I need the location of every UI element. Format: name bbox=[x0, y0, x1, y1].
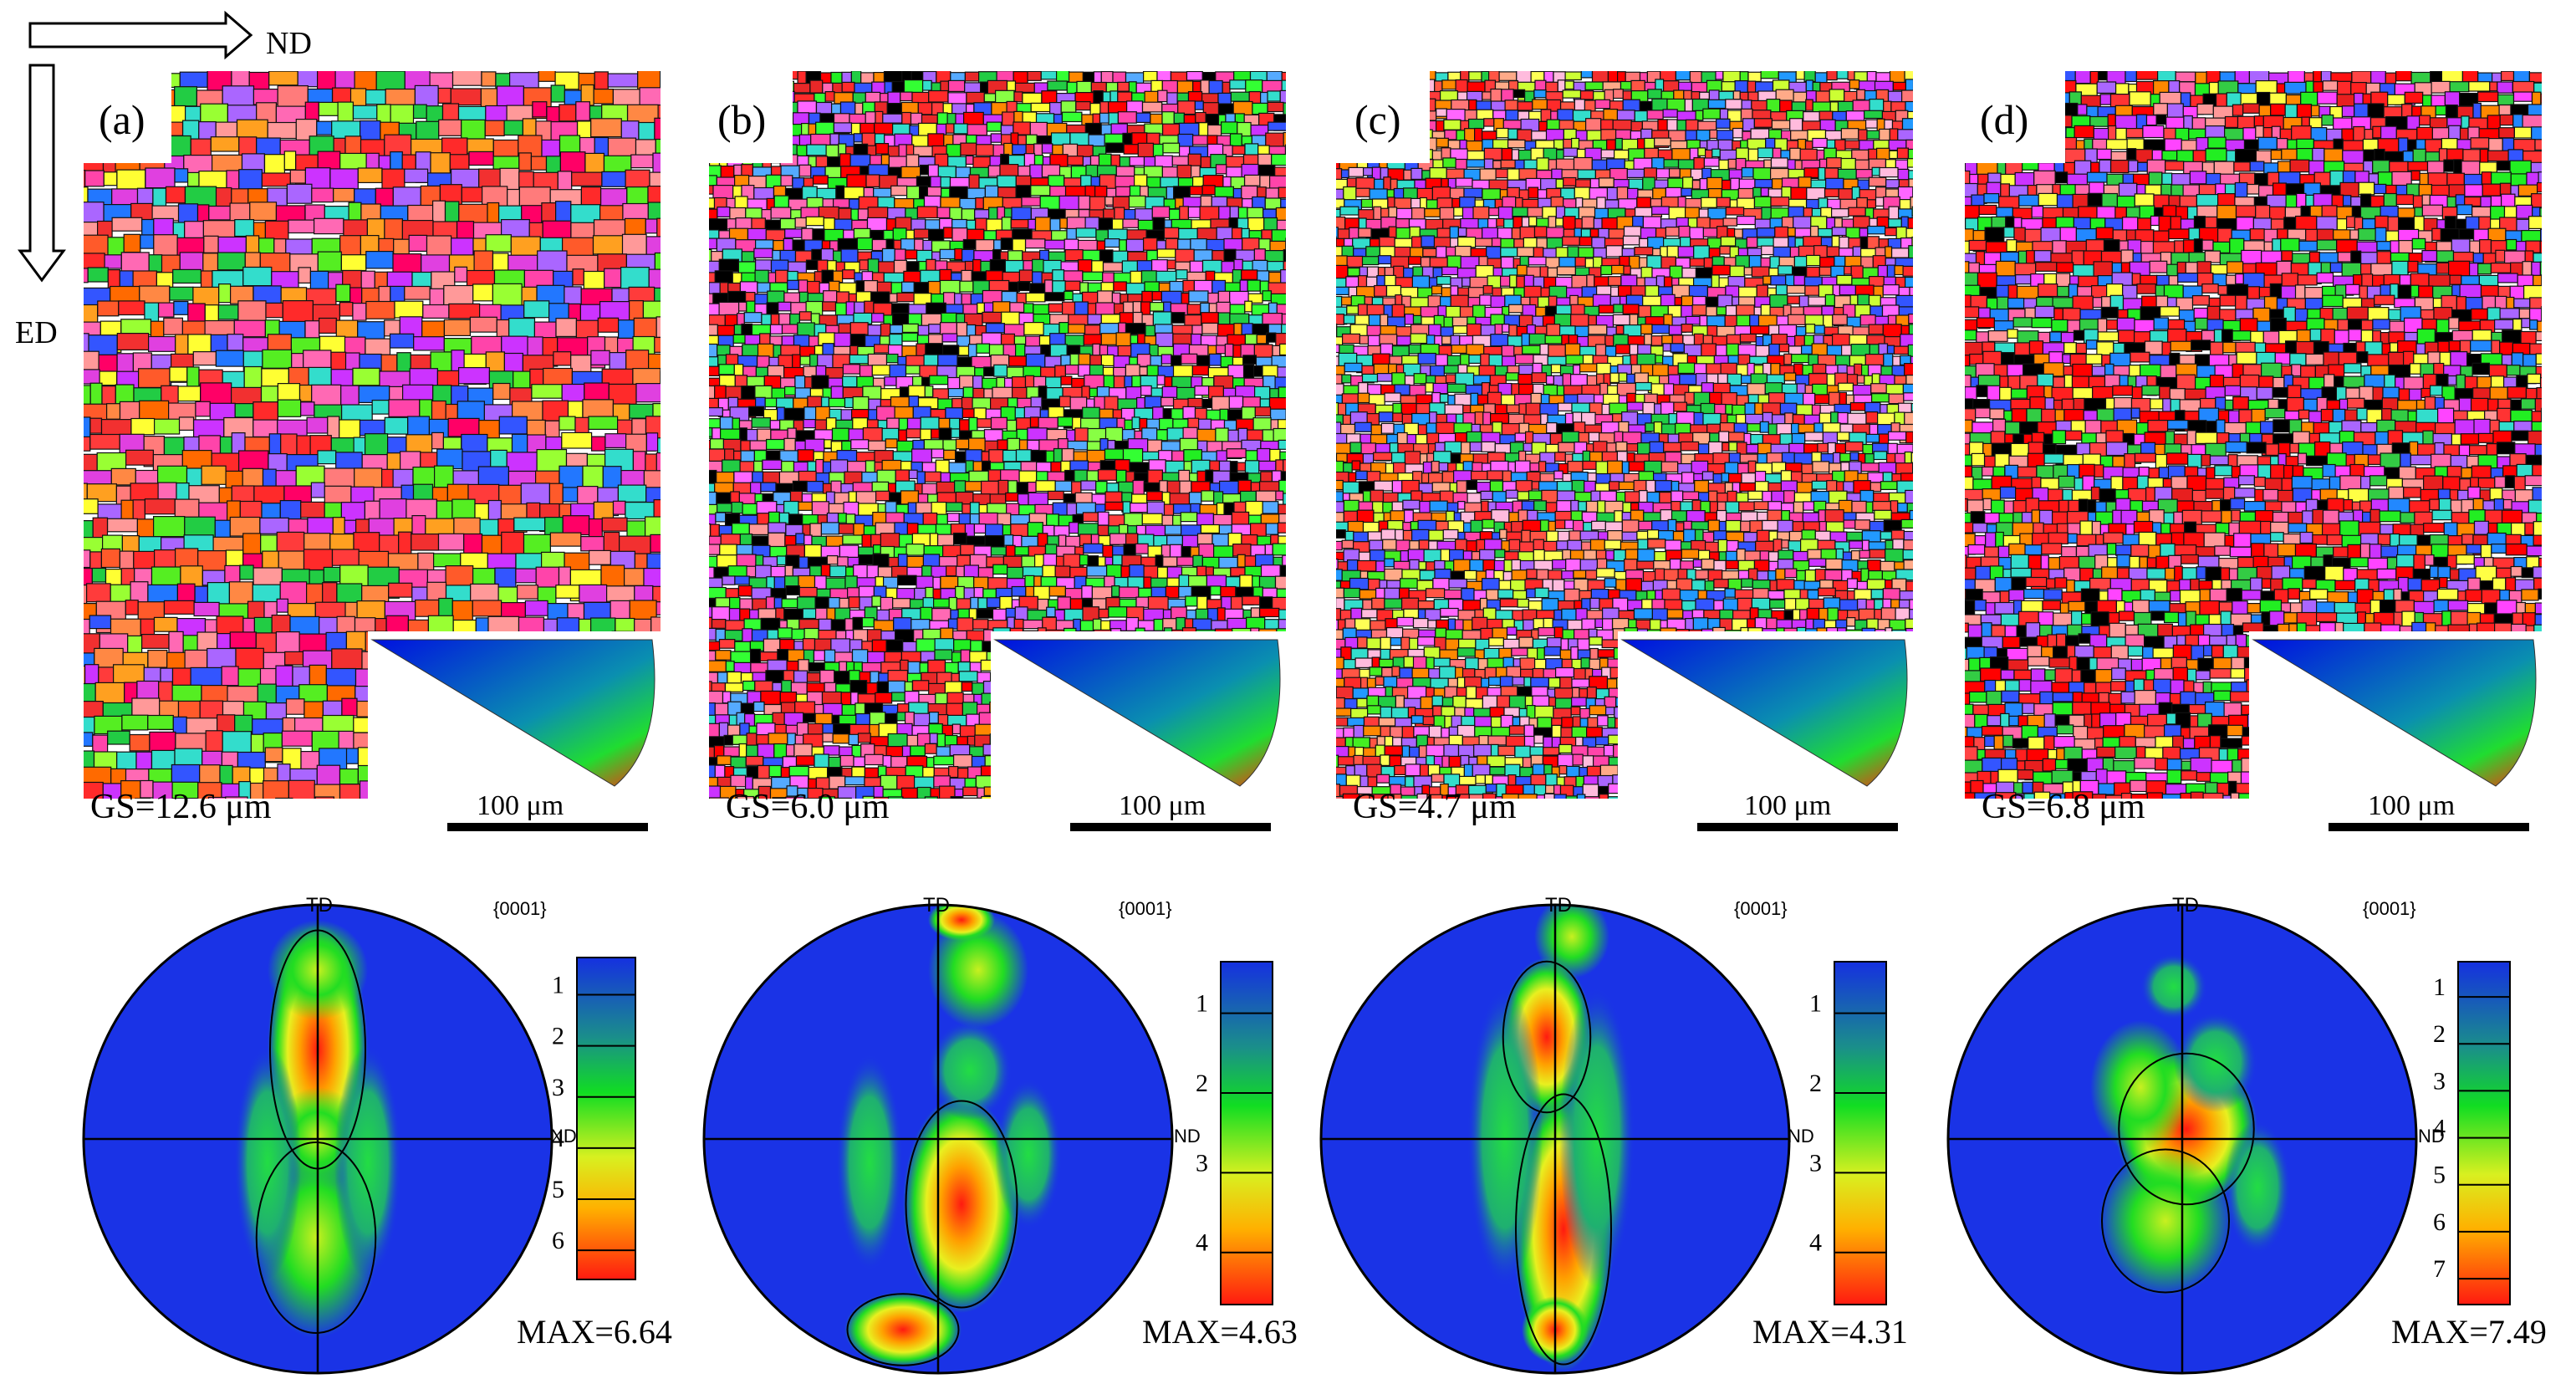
colorbar-tick-label: 5 bbox=[552, 1176, 564, 1203]
colorbar-tick-label: 1 bbox=[1809, 990, 1822, 1018]
colorbar-tick-label: 2 bbox=[1809, 1070, 1822, 1097]
ebsd-map-c bbox=[1336, 71, 1913, 831]
max-label: MAX=4.31 bbox=[1752, 1313, 1908, 1351]
panel-label: (b) bbox=[717, 96, 766, 143]
scale-bar bbox=[1070, 823, 1271, 831]
scale-bar bbox=[2329, 823, 2529, 831]
nd-arrow-icon bbox=[28, 10, 253, 60]
panel-a: (a) GS=12.6 μm 100 μm bbox=[90, 96, 564, 826]
pole-figure-labels: TD {0001} ND MAX=6.64 TD {0001} ND MAX=4… bbox=[306, 894, 2547, 1351]
td-label: TD bbox=[2172, 894, 2199, 917]
grain-size-label: GS=6.0 μm bbox=[726, 788, 890, 826]
ipf-legend bbox=[1618, 632, 1913, 787]
colorbar-tick-label: 4 bbox=[1196, 1229, 1208, 1257]
pole-figure-c bbox=[1319, 903, 1791, 1375]
plane-label: {0001} bbox=[1119, 898, 1172, 919]
colorbar-tick-label: 2 bbox=[1196, 1070, 1208, 1097]
scale-bar-label: 100 μm bbox=[2368, 790, 2455, 821]
td-label: TD bbox=[923, 894, 950, 917]
ed-axis-label: ED bbox=[15, 315, 58, 350]
max-label: MAX=7.49 bbox=[2391, 1313, 2547, 1351]
plane-label: {0001} bbox=[1734, 898, 1788, 919]
ipf-legend bbox=[368, 632, 661, 787]
scale-bar bbox=[447, 823, 648, 831]
ed-arrow-icon bbox=[18, 64, 66, 283]
nd-label: ND bbox=[1174, 1126, 1201, 1147]
colorbar-tick-label: 1 bbox=[552, 972, 564, 999]
panel-label: (c) bbox=[1354, 96, 1401, 143]
colorbar-tick-label: 4 bbox=[552, 1125, 564, 1152]
plane-label: {0001} bbox=[2363, 898, 2416, 919]
colorbar-tick-label: 5 bbox=[2433, 1162, 2446, 1189]
nd-axis-label: ND bbox=[266, 26, 312, 61]
nd-label: ND bbox=[550, 1126, 577, 1147]
plane-label: {0001} bbox=[493, 898, 547, 919]
colorbar-tick-label: 6 bbox=[2433, 1208, 2446, 1236]
nd-label: ND bbox=[1788, 1126, 1814, 1147]
ebsd-map-a bbox=[84, 71, 661, 831]
colorbar-tick-label: 3 bbox=[2433, 1067, 2446, 1095]
max-label: MAX=4.63 bbox=[1142, 1313, 1298, 1351]
grain-size-label: GS=4.7 μm bbox=[1353, 788, 1517, 826]
grain-size-label: GS=6.8 μm bbox=[1982, 788, 2145, 826]
ebsd-maps bbox=[84, 71, 2542, 831]
pole-figure-d bbox=[1946, 903, 2418, 1375]
scale-bar-label: 100 μm bbox=[477, 790, 564, 821]
colorbar-b: 1 2 3 4 bbox=[1196, 961, 1273, 1305]
td-label: TD bbox=[306, 894, 333, 917]
pole-figure-a bbox=[82, 903, 553, 1375]
scale-bar bbox=[1697, 823, 1898, 831]
ebsd-map-d bbox=[1965, 71, 2542, 831]
colorbar-tick-label: 4 bbox=[1809, 1229, 1822, 1257]
colorbar-a: 1 2 3 4 5 6 bbox=[552, 957, 636, 1280]
panel-label: (a) bbox=[99, 96, 145, 143]
colorbar-tick-label: 1 bbox=[1196, 990, 1208, 1018]
ipf-legend bbox=[2249, 632, 2542, 787]
colorbar-tick-label: 2 bbox=[2433, 1020, 2446, 1048]
colorbar-d: 1 2 3 4 5 6 7 bbox=[2433, 961, 2511, 1305]
max-label: MAX=6.64 bbox=[517, 1313, 672, 1351]
colorbar-tick-label: 7 bbox=[2433, 1255, 2446, 1283]
ebsd-map-b bbox=[709, 71, 1286, 831]
colorbar-tick-label: 1 bbox=[2433, 973, 2446, 1001]
grain-size-label: GS=12.6 μm bbox=[90, 788, 272, 826]
panel-b: (b) GS=6.0 μm 100 μm bbox=[717, 96, 1206, 826]
colorbar-tick-label: 3 bbox=[1196, 1149, 1208, 1177]
ipf-legend bbox=[991, 632, 1286, 787]
colorbar-tick-label: 3 bbox=[552, 1074, 564, 1101]
nd-label: ND bbox=[2418, 1126, 2445, 1147]
panel-c: (c) GS=4.7 μm 100 μm bbox=[1353, 96, 1831, 826]
scale-bar-label: 100 μm bbox=[1744, 790, 1831, 821]
panel-d: (d) GS=6.8 μm 100 μm bbox=[1980, 96, 2455, 826]
colorbar-tick-label: 4 bbox=[2433, 1115, 2446, 1142]
panel-label: (d) bbox=[1980, 96, 2028, 143]
scale-bar-label: 100 μm bbox=[1119, 790, 1206, 821]
pole-figure-b bbox=[702, 903, 1174, 1375]
colorbar-tick-label: 2 bbox=[552, 1023, 564, 1050]
axis-indicator: ND ED bbox=[15, 10, 312, 350]
colorbar-c: 1 2 3 4 bbox=[1809, 961, 1887, 1305]
colorbar-tick-label: 3 bbox=[1809, 1149, 1822, 1177]
colorbars: 1 2 3 4 5 6 1 2 3 4 1 2 3 4 1 2 3 4 5 6 7 bbox=[552, 957, 2511, 1305]
td-label: TD bbox=[1545, 894, 1572, 917]
pole-figures bbox=[82, 903, 2418, 1375]
colorbar-tick-label: 6 bbox=[552, 1227, 564, 1254]
